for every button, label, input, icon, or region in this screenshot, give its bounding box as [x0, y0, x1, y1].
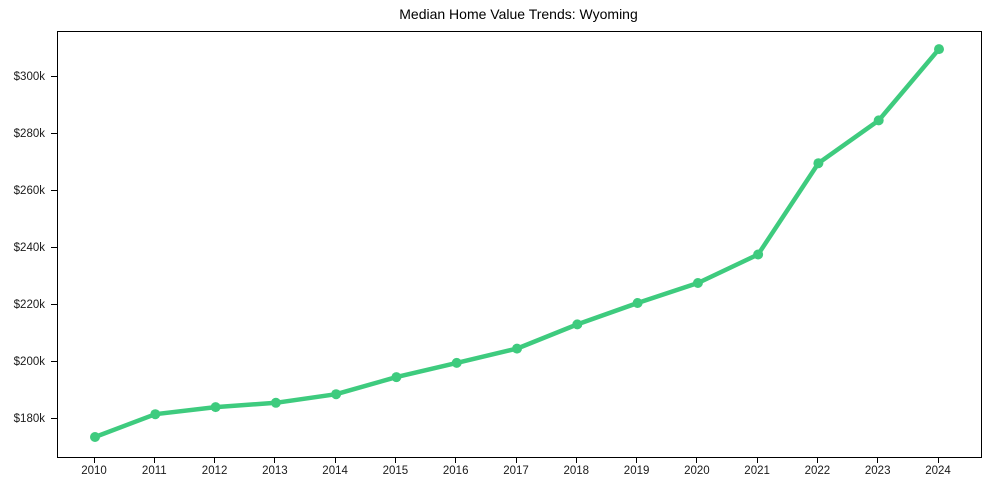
x-tick-label: 2014 [322, 465, 348, 477]
x-tick-mark [153, 457, 155, 463]
x-tick-label: 2024 [925, 465, 951, 477]
x-tick-label: 2020 [684, 465, 710, 477]
x-tick-label: 2017 [503, 465, 529, 477]
y-tick-mark [51, 76, 57, 78]
x-tick-label: 2012 [201, 465, 228, 477]
x-tick-mark [756, 457, 758, 463]
data-point-2022 [813, 158, 824, 169]
x-tick-mark [816, 457, 818, 463]
x-tick-mark [877, 457, 879, 463]
x-tick-mark [274, 457, 276, 463]
data-point-2014 [331, 389, 342, 400]
data-point-2015 [391, 372, 402, 383]
data-point-2020 [692, 278, 703, 288]
y-tick-label: $300k [13, 70, 45, 83]
x-tick-mark [214, 457, 216, 463]
x-tick-label: 2016 [442, 465, 469, 477]
x-tick-label: 2011 [141, 465, 167, 477]
data-point-2024 [934, 44, 944, 55]
x-tick-label: 2010 [81, 465, 107, 477]
y-tick-mark [51, 247, 57, 249]
x-tick-mark [696, 457, 698, 463]
y-tick-mark [51, 361, 57, 363]
x-tick-label: 2015 [382, 465, 409, 477]
x-tick-mark [455, 457, 457, 463]
y-tick-label: $220k [13, 298, 45, 311]
x-tick-label: 2023 [864, 465, 891, 477]
line-chart [90, 44, 944, 442]
x-tick-mark [93, 457, 95, 463]
y-tick-label: $260k [13, 184, 45, 197]
data-point-2021 [753, 249, 764, 260]
y-tick-label: $240k [13, 241, 45, 254]
data-point-2010 [90, 432, 100, 442]
y-tick-label: $200k [13, 355, 45, 368]
y-tick-mark [51, 418, 57, 420]
x-tick-label: 2013 [262, 465, 288, 477]
x-tick-label: 2021 [744, 465, 770, 477]
x-tick-mark [575, 457, 577, 463]
data-point-2019 [632, 298, 643, 308]
x-tick-label: 2022 [804, 465, 831, 477]
x-tick-label: 2018 [563, 465, 590, 477]
chart-title: Median Home Value Trends: Wyoming [399, 6, 638, 22]
data-point-2012 [210, 402, 221, 413]
data-point-2011 [150, 409, 161, 420]
y-tick-label: $280k [13, 127, 45, 140]
series-line [92, 46, 942, 440]
x-tick-mark [515, 457, 517, 463]
x-tick-mark [636, 457, 638, 463]
data-point-2017 [512, 343, 522, 354]
x-tick-mark [937, 457, 939, 463]
y-tick-mark [51, 190, 57, 192]
plot-area [57, 31, 982, 458]
y-tick-mark [51, 304, 57, 306]
x-tick-label: 2019 [623, 465, 650, 477]
x-tick-mark [334, 457, 336, 463]
data-point-2016 [451, 357, 462, 368]
y-tick-label: $180k [13, 412, 45, 425]
y-tick-mark [51, 133, 57, 135]
data-point-2023 [873, 115, 884, 126]
x-tick-mark [394, 457, 396, 463]
data-point-2018 [572, 319, 583, 330]
data-point-2013 [270, 397, 281, 408]
